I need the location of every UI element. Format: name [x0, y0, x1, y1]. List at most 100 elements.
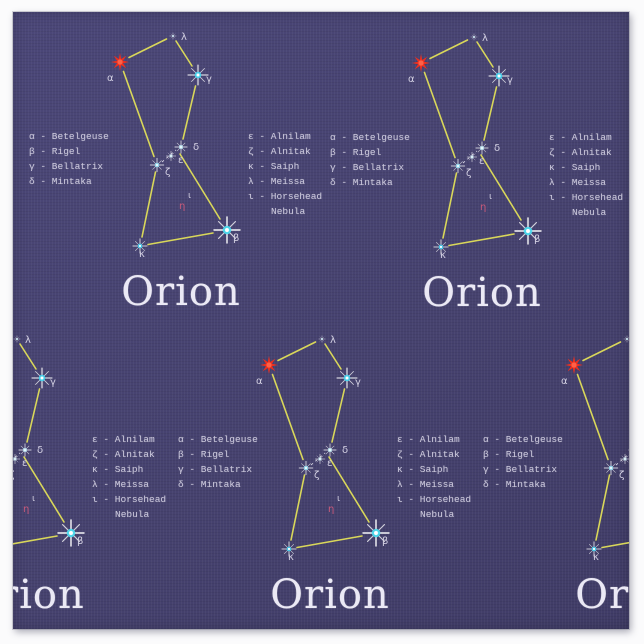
- star-label-kappa: κ: [593, 552, 599, 563]
- line-alnitak-saiph: [290, 474, 306, 541]
- star-label-iota: ι: [337, 494, 340, 504]
- star-label-epsilon: ε: [479, 156, 484, 167]
- star-bellatrix: [336, 367, 358, 389]
- star-saiph: [433, 239, 449, 255]
- line-betelgeuse-meissa: [277, 341, 317, 362]
- star-alnilam: [619, 453, 629, 465]
- line-meissa-bellatrix: [175, 40, 193, 67]
- star-mintaka: [18, 443, 32, 457]
- motif-title: Orion: [270, 572, 390, 618]
- star-betelgeuse: [111, 53, 129, 71]
- belt-dashed-line: [462, 150, 478, 164]
- star-rigel: [362, 519, 390, 547]
- star-betelgeuse: [412, 54, 430, 72]
- line-saiph-rigel: [13, 535, 58, 545]
- legend-item-bellatrix: γ - Bellatrix: [330, 162, 405, 173]
- constellation-lines: [122, 38, 221, 246]
- star-label-lambda: λ: [181, 32, 187, 43]
- constellation-chart: α λ γ δ ε ζ κ β ι η: [256, 335, 390, 563]
- legend-item-betelgeuse: α - Betelgeuse: [178, 434, 258, 445]
- legend-item-saiph: κ - Saiph: [549, 162, 601, 173]
- line-saiph-rigel: [448, 233, 515, 247]
- legend-item-betelgeuse: α - Betelgeuse: [330, 132, 410, 143]
- legend-item-horsehead-nebula: ι - Horsehead Nebula: [397, 494, 472, 520]
- legend-item-meissa: λ - Meissa: [92, 479, 150, 490]
- legend-item-horsehead-nebula: ι - Horsehead Nebula: [549, 192, 624, 218]
- star-mintaka: [174, 140, 188, 154]
- star-label-gamma: γ: [507, 75, 513, 86]
- line-betelgeuse-alnitak: [122, 70, 155, 158]
- star-label-iota: ι: [188, 191, 191, 201]
- belt-dashed-line: [615, 453, 629, 466]
- star-label-eta: η: [23, 504, 29, 515]
- constellation-chart: α λ γ δ ε ζ κ β ι η: [561, 335, 629, 563]
- legend-item-bellatrix: γ - Bellatrix: [29, 161, 104, 172]
- pattern-layer: α λ γ δ ε ζ κ β ι η α - Betelgeuse β - R…: [13, 12, 629, 629]
- star-alnitak: [450, 158, 466, 174]
- constellation-chart: α λ γ δ ε ζ κ β ι η: [13, 335, 85, 547]
- legend-item-alnitak: ζ - Alnitak: [397, 449, 460, 460]
- star-label-eta: η: [480, 202, 486, 213]
- star-label-iota: ι: [489, 192, 492, 202]
- legend-item-alnilam: ε - Alnilam: [92, 434, 155, 445]
- legend-item-bellatrix: γ - Bellatrix: [178, 464, 253, 475]
- line-bellatrix-mintaka: [331, 388, 346, 443]
- star-label-lambda: λ: [482, 33, 488, 44]
- legend-item-horsehead-nebula: ι - Horsehead Nebula: [92, 494, 167, 520]
- legend-left: α - Betelgeuse β - Rigel γ - Bellatrix δ…: [330, 130, 416, 190]
- motif-title: Orion: [422, 270, 542, 316]
- line-betelgeuse-alnitak: [576, 373, 609, 461]
- legend-left: α - Betelgeuse β - Rigel γ - Bellatrix δ…: [29, 129, 115, 189]
- star-label-epsilon: ε: [178, 155, 183, 166]
- star-alnitak: [603, 460, 619, 476]
- star-alnilam: [314, 453, 326, 465]
- constellation-lines: [271, 341, 370, 549]
- legend-right: ε - Alnilam ζ - Alnitak κ - Saiph λ - Me…: [397, 432, 475, 522]
- legend-item-mintaka: δ - Mintaka: [178, 479, 241, 490]
- line-saiph-rigel: [296, 535, 363, 549]
- star-label-zeta: ζ: [165, 167, 170, 178]
- line-belt-rigel: [23, 456, 65, 523]
- line-belt-rigel: [480, 154, 522, 221]
- star-label-zeta: ζ: [619, 470, 624, 481]
- constellation-lines: [576, 341, 629, 549]
- motif-title: Orion: [575, 572, 629, 618]
- star-label-eta: η: [328, 504, 334, 515]
- star-saiph: [281, 541, 297, 557]
- legend-item-saiph: κ - Saiph: [397, 464, 449, 475]
- legend-item-rigel: β - Rigel: [330, 147, 382, 158]
- motif-title: Orion: [121, 269, 241, 315]
- line-bellatrix-mintaka: [182, 85, 197, 140]
- star-label-beta: β: [382, 536, 388, 547]
- legend-item-meissa: λ - Meissa: [549, 177, 607, 188]
- legend-left: α - Betelgeuse β - Rigel γ - Bellatrix δ…: [178, 432, 264, 492]
- star-label-gamma: γ: [355, 377, 361, 388]
- legend-left: α - Betelgeuse β - Rigel γ - Bellatrix δ…: [483, 432, 569, 492]
- belt-dashed-line: [310, 452, 326, 466]
- belt-dashed-line: [13, 452, 21, 460]
- star-label-alpha: α: [256, 376, 263, 387]
- line-saiph-rigel: [601, 541, 629, 549]
- star-alnilam: [165, 150, 177, 162]
- legend-item-alnilam: ε - Alnilam: [549, 132, 612, 143]
- line-bellatrix-mintaka: [483, 86, 498, 141]
- legend-item-alnilam: ε - Alnilam: [397, 434, 460, 445]
- legend-item-alnitak: ζ - Alnitak: [549, 147, 612, 158]
- constellation-chart: α λ γ δ ε ζ κ β ι η: [408, 33, 542, 261]
- legend-item-mintaka: δ - Mintaka: [483, 479, 546, 490]
- line-meissa-bellatrix: [324, 343, 342, 370]
- star-label-delta: δ: [494, 143, 500, 154]
- star-betelgeuse: [565, 356, 583, 374]
- line-belt-rigel: [179, 153, 221, 220]
- legend-item-meissa: λ - Meissa: [248, 176, 306, 187]
- line-betelgeuse-meissa: [429, 39, 469, 60]
- star-label-delta: δ: [342, 445, 348, 456]
- star-label-lambda: λ: [25, 335, 31, 346]
- legend-right: ε - Alnilam ζ - Alnitak κ - Saiph λ - Me…: [248, 129, 326, 219]
- star-saiph: [132, 238, 148, 254]
- star-meissa: [13, 335, 21, 343]
- star-label-iota: ι: [32, 494, 35, 504]
- star-label-beta: β: [233, 233, 239, 244]
- star-alnitak: [149, 157, 165, 173]
